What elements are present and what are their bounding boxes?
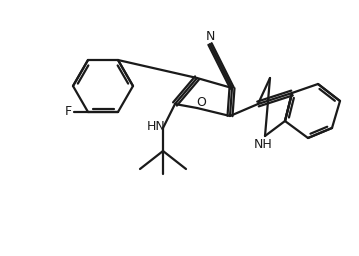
- Text: HN: HN: [146, 120, 165, 133]
- Text: O: O: [196, 95, 206, 109]
- Text: NH: NH: [253, 137, 272, 151]
- Text: F: F: [64, 105, 71, 119]
- Text: N: N: [205, 29, 215, 42]
